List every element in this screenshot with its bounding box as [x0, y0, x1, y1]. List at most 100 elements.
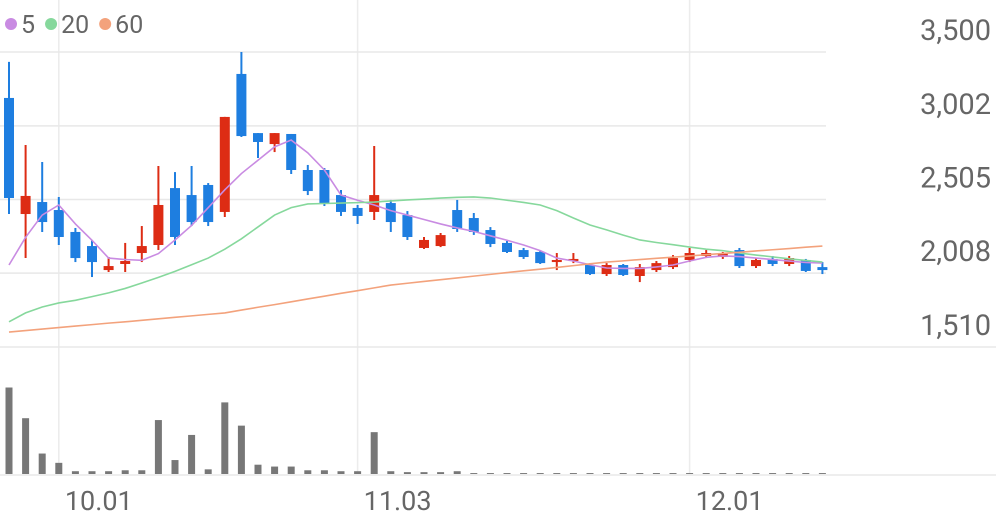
volume-bar [403, 472, 411, 474]
candle-body [302, 170, 313, 192]
volume-bar [271, 466, 279, 474]
candle-body [253, 133, 263, 142]
candle-body [468, 218, 479, 232]
candle-body [219, 116, 230, 212]
volume-bar [105, 471, 113, 474]
volume-bar [603, 473, 611, 474]
candle-body [120, 261, 131, 264]
y-tick-label: 2,505 [920, 162, 991, 196]
volume-bar [669, 473, 677, 474]
volume-bar [254, 464, 262, 474]
candle-body [568, 258, 579, 262]
volume-bar [188, 434, 196, 474]
legend-dot [5, 18, 17, 30]
candle-body [485, 230, 496, 244]
candle-body [668, 258, 678, 268]
legend-label: 60 [115, 11, 143, 40]
volume-bar [5, 387, 13, 474]
ma-line [8, 245, 823, 333]
volume-bar [138, 470, 146, 474]
ma-line [8, 139, 823, 270]
candle-body [286, 133, 297, 170]
candle-body [319, 170, 330, 204]
x-tick-label: 10.01 [65, 485, 133, 517]
candle-body [751, 259, 761, 267]
candle-body [717, 253, 728, 258]
candle-body [634, 267, 645, 276]
candle-body [435, 235, 446, 247]
ma-line [8, 196, 823, 323]
candle-body [136, 246, 147, 254]
volume-bar [503, 473, 511, 474]
x-tick-label: 11.03 [364, 485, 432, 517]
volume-bar [304, 470, 312, 474]
volume-bar [154, 420, 162, 474]
volume-bar [171, 460, 179, 474]
candle-body [601, 265, 612, 275]
volume-bar [337, 471, 345, 474]
candle-body [236, 73, 247, 137]
volume-bar [221, 402, 229, 474]
volume-bar [586, 473, 594, 474]
candle-body [767, 258, 778, 264]
volume-bar [420, 472, 428, 474]
volume-bar [569, 473, 577, 474]
volume-bar [237, 425, 245, 474]
volume-bar [686, 473, 694, 474]
volume-bar [553, 473, 561, 474]
candle-body [153, 204, 164, 246]
candle-body [269, 133, 280, 145]
x-tick-label: 12.01 [696, 485, 764, 517]
volume-bar [55, 462, 63, 474]
candle-body [53, 210, 64, 238]
legend-dot [99, 18, 112, 30]
candle-body [4, 97, 14, 199]
candle-body [734, 250, 745, 267]
legend-label: 20 [61, 11, 89, 40]
candle-body [817, 267, 828, 271]
candle-body [20, 195, 31, 215]
volume-bar [354, 471, 362, 474]
legend-dot [45, 18, 58, 30]
candle-body [203, 184, 214, 223]
candle-body [585, 265, 595, 275]
volume-bar [769, 473, 777, 474]
legend-label: 5 [21, 11, 35, 40]
volume-bar [71, 471, 79, 474]
candle-body [551, 259, 562, 263]
volume-bar [785, 473, 793, 474]
volume-bar [88, 471, 96, 474]
volume-bar [453, 471, 461, 474]
volume-bar [121, 470, 129, 474]
candle-body [618, 265, 629, 275]
volume-bar [636, 473, 644, 474]
volume-bar [22, 418, 30, 474]
candle-body [37, 202, 48, 223]
volume-bar [619, 473, 627, 474]
candle-body [87, 246, 97, 263]
candle-body [385, 203, 396, 223]
volume-bar [652, 473, 660, 474]
volume-bar [437, 472, 445, 474]
volume-bar [370, 432, 378, 474]
candle-body [518, 250, 529, 258]
candle-body [535, 251, 546, 264]
volume-bar [802, 473, 810, 474]
candle-body [103, 266, 114, 271]
volume-bar [486, 473, 494, 474]
candle-body [70, 231, 81, 259]
candle-body [170, 188, 180, 238]
candle-body [352, 207, 363, 216]
volume-bar [470, 473, 478, 474]
y-tick-label: 3,002 [920, 88, 991, 122]
volume-bar [818, 473, 826, 474]
y-tick-label: 1,510 [920, 309, 991, 343]
candle-body [419, 239, 429, 248]
volume-bar [752, 473, 760, 474]
volume-bar [387, 471, 395, 474]
volume-bar [536, 473, 544, 474]
candle-body [800, 259, 811, 271]
volume-bar [38, 453, 46, 474]
volume-bar [320, 470, 328, 474]
